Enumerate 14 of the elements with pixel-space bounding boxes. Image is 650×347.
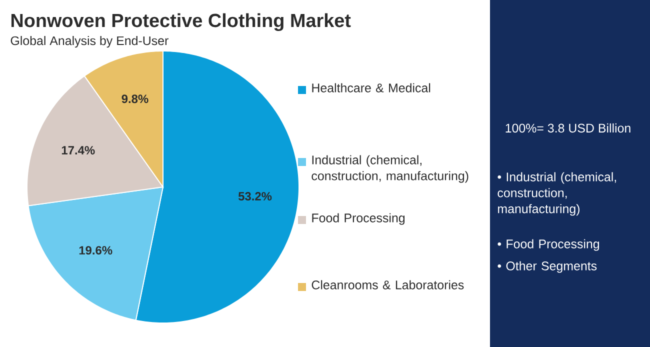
legend-label: Healthcare & Medical	[312, 83, 430, 92]
text: • Industrial (chemical, construction, manufacturing)	[498, 172, 616, 216]
legend-label: Food Processing	[312, 213, 405, 225]
chart-title: Nonwoven Protective Clothing Market	[11, 13, 351, 32]
data-label: 19.6%	[79, 246, 112, 255]
text: • Other Segments	[498, 261, 597, 273]
legend-label: Industrial (chemical, construction, manufacturing)	[312, 155, 468, 183]
data-label: 9.8%	[122, 94, 148, 104]
data-label: 17.4%	[62, 146, 95, 154]
text: 100%= 3.8 USD Billion	[506, 123, 630, 133]
chart-subtitle: Global Analysis by End-User	[10, 36, 168, 48]
legend-label: Cleanrooms & Laboratories	[312, 280, 464, 290]
text: • Food Processing	[498, 239, 600, 251]
data-label: 53.2%	[238, 192, 272, 201]
